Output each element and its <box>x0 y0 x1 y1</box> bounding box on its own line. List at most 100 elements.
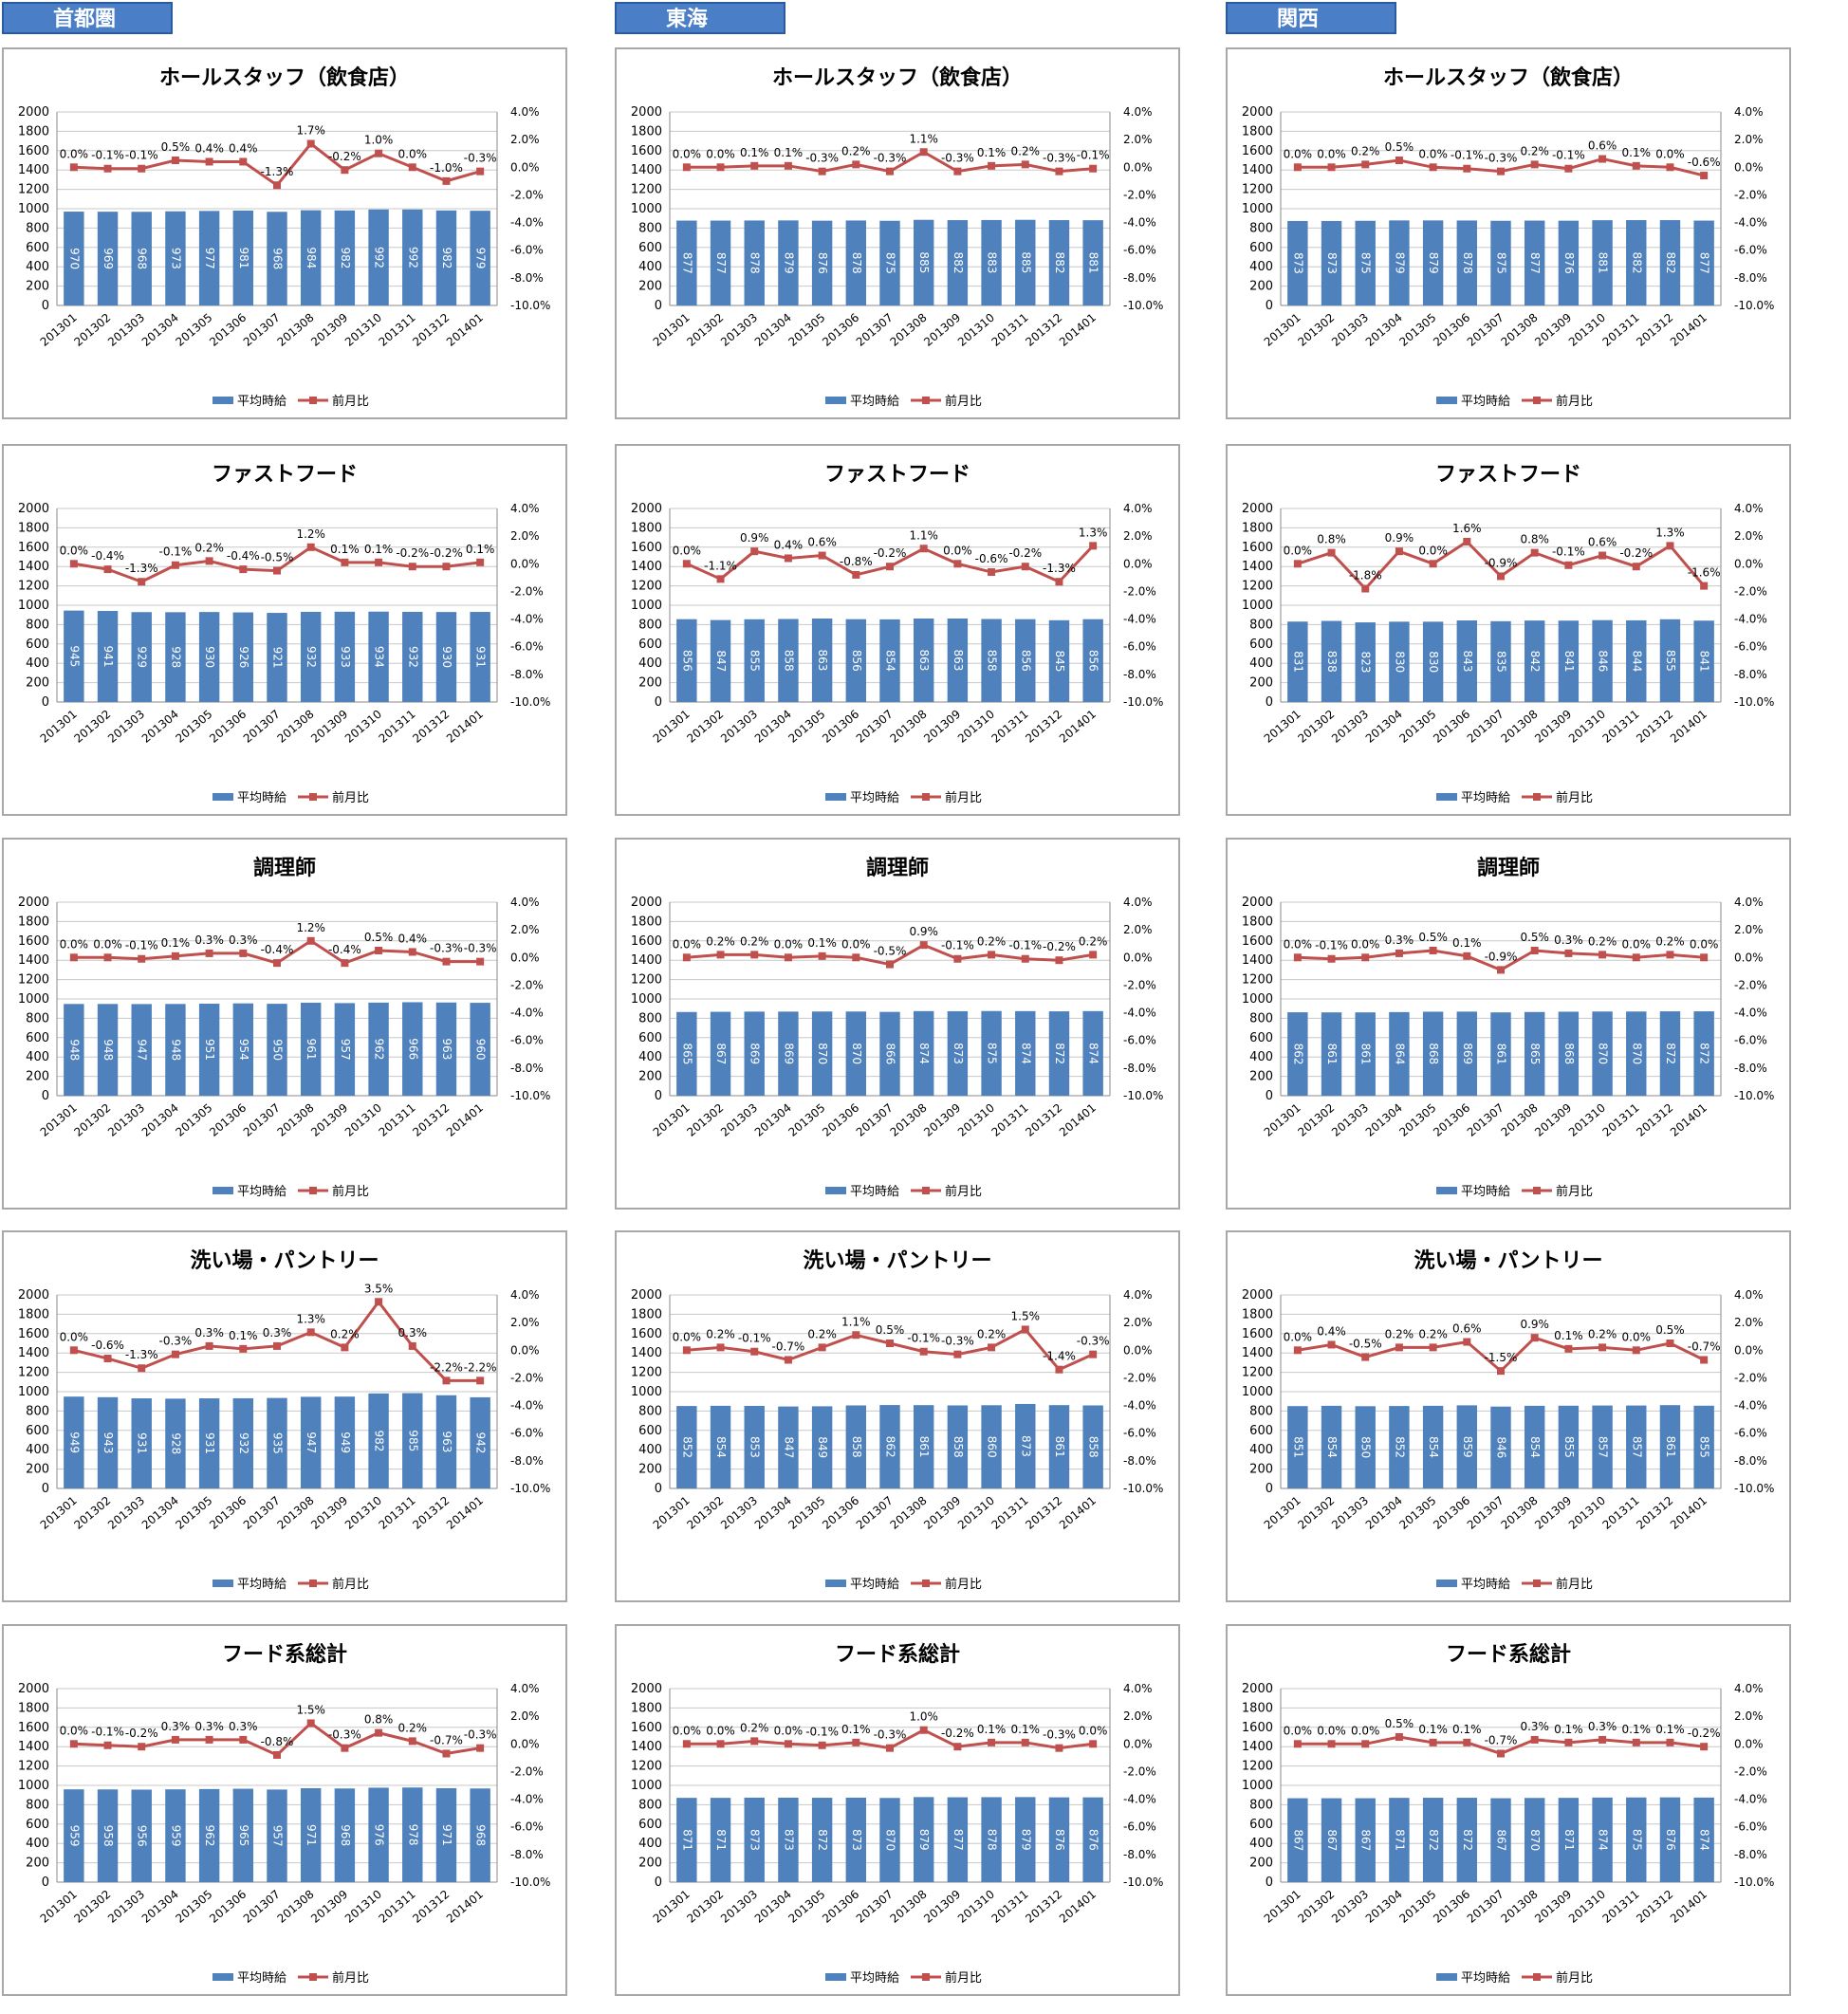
x-tick-label: 201308 <box>1499 311 1541 349</box>
pct-label: 0.3% <box>1554 933 1583 947</box>
bar <box>1355 1798 1376 1882</box>
x-tick-label: 201312 <box>410 311 452 349</box>
x-tick-label: 201310 <box>955 1888 997 1926</box>
y-tick-label: 200 <box>1249 280 1273 294</box>
x-tick-label: 201306 <box>820 1494 861 1532</box>
y2-tick-label: 4.0% <box>1123 105 1153 119</box>
pct-label: 0.3% <box>194 1326 224 1340</box>
pct-marker <box>239 1344 248 1353</box>
bar <box>981 1405 1002 1488</box>
pct-marker <box>171 561 179 569</box>
legend-label: 前月比 <box>332 1184 369 1199</box>
y-tick-label: 1400 <box>18 1346 49 1360</box>
chart-title: フード系総計 <box>834 1643 960 1667</box>
bar-value-label: 856 <box>850 650 863 672</box>
x-tick-label: 201401 <box>444 1101 486 1139</box>
legend-label: 平均時給 <box>850 1578 899 1592</box>
y-tick-label: 1000 <box>18 1385 49 1399</box>
pct-marker <box>476 1377 485 1385</box>
bar-value-label: 873 <box>748 1829 762 1851</box>
pct-label: 0.0% <box>943 544 972 557</box>
x-tick-label: 201307 <box>1465 311 1506 349</box>
y2-tick-label: 0.0% <box>1123 557 1153 570</box>
bar <box>1082 1010 1103 1096</box>
x-tick-label: 201401 <box>444 311 486 349</box>
pct-label: -0.1% <box>125 149 158 162</box>
pct-label: -1.3% <box>261 165 294 178</box>
bar <box>1422 220 1444 305</box>
bar <box>710 619 731 702</box>
x-tick-label: 201307 <box>854 311 896 349</box>
legend-label: 平均時給 <box>1461 791 1510 805</box>
y-tick-label: 1000 <box>18 992 49 1007</box>
pct-label: -0.3% <box>464 942 497 955</box>
pct-label: -0.1% <box>941 939 974 952</box>
pct-marker <box>69 1346 78 1355</box>
y-tick-label: 400 <box>26 656 49 671</box>
pct-marker <box>69 953 78 962</box>
pct-label: -0.1% <box>159 545 193 559</box>
bar <box>64 1396 84 1488</box>
y2-tick-label: -2.0% <box>1734 978 1767 991</box>
y2-tick-label: -10.0% <box>510 1089 550 1102</box>
bar-value-label: 932 <box>305 646 318 668</box>
bar-value-label: 954 <box>237 1039 250 1061</box>
pct-label: 0.0% <box>673 1330 702 1343</box>
pct-label: 0.5% <box>1385 1717 1414 1730</box>
pct-marker <box>919 1347 928 1356</box>
y-tick-label: 1400 <box>631 1346 662 1360</box>
y2-tick-label: 4.0% <box>1123 1682 1153 1695</box>
bar-value-label: 963 <box>440 1431 453 1452</box>
legend-label: 前月比 <box>945 394 982 409</box>
x-tick-label: 201307 <box>241 1101 283 1139</box>
chart-svg: 0 200 400 600 800 1000 1200 1400 1600 1800 2000 -10… <box>1242 1288 1775 1592</box>
pct-marker <box>988 568 996 577</box>
bar-value-label: 941 <box>102 646 115 668</box>
chart-title: 調理師 <box>1476 857 1540 880</box>
bar <box>1082 1797 1103 1882</box>
y-tick-label: 1000 <box>631 992 662 1007</box>
bar-value-label: 982 <box>440 247 453 268</box>
y-tick-label: 0 <box>1266 1482 1273 1496</box>
y-tick-label: 0 <box>655 1089 662 1103</box>
legend-label: 前月比 <box>1556 1577 1593 1592</box>
bar-value-label: 942 <box>474 1432 488 1454</box>
y-tick-label: 1800 <box>1242 521 1273 535</box>
bar <box>845 1405 867 1488</box>
y-tick-label: 1800 <box>1242 1307 1273 1321</box>
y2-tick-label: 4.0% <box>1123 502 1153 515</box>
y-tick-label: 800 <box>1249 1404 1273 1418</box>
bar <box>1355 220 1376 305</box>
bar-value-label: 962 <box>373 1038 386 1060</box>
y-tick-label: 600 <box>1249 1031 1273 1045</box>
legend-label: 平均時給 <box>850 1185 899 1199</box>
y2-tick-label: -2.0% <box>510 1765 544 1778</box>
pct-label: -0.3% <box>430 942 463 955</box>
x-tick-label: 201303 <box>1329 311 1371 349</box>
y2-tick-label: 0.0% <box>1123 1737 1153 1750</box>
x-tick-label: 201307 <box>854 1101 896 1139</box>
pct-label: 0.5% <box>161 140 191 154</box>
x-tick-label: 201311 <box>1600 1101 1642 1139</box>
bar <box>811 1798 833 1882</box>
bar <box>435 612 457 702</box>
chart-svg: 0 200 400 600 800 1000 1200 1400 1600 1800 2000 -10… <box>1242 105 1775 409</box>
y2-tick-label: -8.0% <box>1123 1454 1156 1468</box>
bar-value-label: 984 <box>305 247 318 268</box>
legend-label: 前月比 <box>1556 1970 1593 1986</box>
bar <box>1626 220 1647 305</box>
bar-value-label: 871 <box>1562 1829 1576 1851</box>
pct-label: 0.9% <box>740 531 769 545</box>
pct-label: 0.1% <box>229 1329 258 1342</box>
y-tick-label: 1400 <box>631 953 662 968</box>
bar <box>334 210 356 305</box>
y-tick-label: 1800 <box>18 124 49 139</box>
x-tick-label: 201303 <box>105 708 147 746</box>
bar-value-label: 945 <box>67 645 81 667</box>
bar <box>676 1798 697 1882</box>
y-tick-label: 1600 <box>631 1721 662 1735</box>
y2-tick-label: -4.0% <box>1734 216 1767 230</box>
y2-tick-label: -10.0% <box>1123 1482 1163 1495</box>
y-tick-label: 0 <box>655 1482 662 1496</box>
bar-value-label: 969 <box>102 248 115 269</box>
